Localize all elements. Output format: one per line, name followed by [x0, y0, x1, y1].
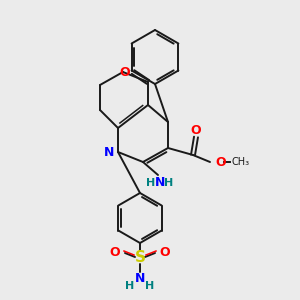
- Text: O: O: [110, 247, 120, 260]
- Text: H: H: [164, 178, 174, 188]
- Text: N: N: [135, 272, 145, 284]
- Text: O: O: [160, 247, 170, 260]
- Text: O: O: [191, 124, 201, 136]
- Text: H: H: [146, 178, 156, 188]
- Text: N: N: [155, 176, 165, 190]
- Text: N: N: [104, 146, 114, 158]
- Text: H: H: [146, 281, 154, 291]
- Text: S: S: [134, 250, 146, 265]
- Text: H: H: [125, 281, 135, 291]
- Text: O: O: [120, 65, 130, 79]
- Text: O: O: [215, 155, 226, 169]
- Text: CH₃: CH₃: [232, 157, 250, 167]
